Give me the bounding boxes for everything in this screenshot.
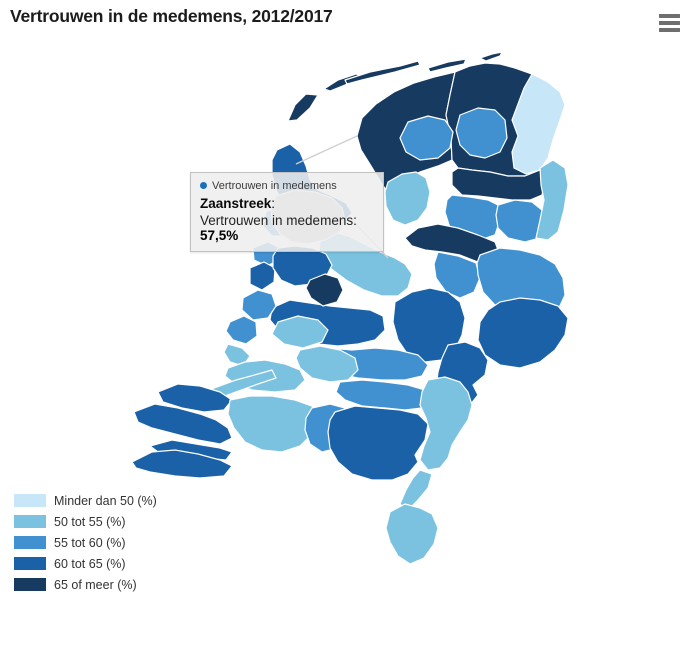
cbs-logo-icon xyxy=(13,608,35,637)
series-dot-icon xyxy=(200,182,207,189)
tooltip-series-label: Vertrouwen in medemens xyxy=(212,180,337,192)
map-region[interactable] xyxy=(295,345,359,383)
map-region[interactable] xyxy=(511,73,566,175)
hamburger-menu-icon[interactable] xyxy=(659,14,680,35)
tooltip-value-label: Vertrouwen in medemens: xyxy=(200,213,357,228)
map-tooltip: Vertrouwen in medemens Zaanstreek: Vertr… xyxy=(190,172,384,252)
legend-label: Minder dan 50 (%) xyxy=(54,493,157,508)
map-region[interactable] xyxy=(327,405,429,481)
tooltip-region-row: Zaanstreek: xyxy=(200,196,374,211)
map-region[interactable] xyxy=(479,51,503,62)
map-region[interactable] xyxy=(433,251,481,299)
map-region[interactable] xyxy=(157,383,233,413)
legend-label: 60 tot 65 (%) xyxy=(54,556,126,571)
legend-swatch xyxy=(14,578,46,591)
tooltip-region-colon: : xyxy=(271,196,276,211)
tooltip-value: 57,5% xyxy=(200,228,239,243)
hamburger-bar xyxy=(659,21,680,25)
map-region[interactable] xyxy=(133,403,233,445)
map-region[interactable] xyxy=(271,315,329,349)
legend-swatch xyxy=(14,557,46,570)
legend-item: 60 tot 65 (%) xyxy=(14,553,157,574)
tooltip-region-name: Zaanstreek xyxy=(200,196,272,211)
afsluitdijk-line xyxy=(295,135,358,165)
map-region[interactable] xyxy=(225,315,258,345)
map-region[interactable] xyxy=(227,395,319,453)
legend-item: Minder dan 50 (%) xyxy=(14,490,157,511)
map-region[interactable] xyxy=(427,58,467,73)
map-legend: Minder dan 50 (%) 50 tot 55 (%) 55 tot 6… xyxy=(14,490,157,595)
map-region[interactable] xyxy=(392,287,466,363)
map-region[interactable] xyxy=(399,115,454,161)
map-region[interactable] xyxy=(535,159,569,241)
legend-swatch xyxy=(14,494,46,507)
tooltip-series-row: Vertrouwen in medemens xyxy=(200,180,374,192)
legend-item: 55 tot 60 (%) xyxy=(14,532,157,553)
map-region[interactable] xyxy=(305,273,344,307)
legend-label: 55 tot 60 (%) xyxy=(54,535,126,550)
legend-swatch xyxy=(14,536,46,549)
map-region[interactable] xyxy=(131,449,233,479)
map-region[interactable] xyxy=(249,261,276,291)
map-region[interactable] xyxy=(241,289,277,321)
legend-label: 50 tot 55 (%) xyxy=(54,514,126,529)
hamburger-bar xyxy=(659,28,680,32)
map-region[interactable] xyxy=(419,376,473,471)
map-region[interactable] xyxy=(384,171,431,226)
legend-item: 50 tot 55 (%) xyxy=(14,511,157,532)
map-region[interactable] xyxy=(344,60,421,85)
hamburger-bar xyxy=(659,14,680,18)
page-title: Vertrouwen in de medemens, 2012/2017 xyxy=(10,6,333,26)
legend-item: 65 of meer (%) xyxy=(14,574,157,595)
map-region[interactable] xyxy=(477,297,569,369)
map-region[interactable] xyxy=(287,93,319,122)
map-region[interactable] xyxy=(451,167,546,201)
tooltip-value-row: Vertrouwen in medemens: 57,5% xyxy=(200,213,374,243)
map-region[interactable] xyxy=(385,503,439,565)
legend-label: 65 of meer (%) xyxy=(54,577,137,592)
legend-swatch xyxy=(14,515,46,528)
cbs-logo xyxy=(8,606,40,645)
map-region[interactable] xyxy=(335,379,431,411)
map-region[interactable] xyxy=(455,107,508,159)
